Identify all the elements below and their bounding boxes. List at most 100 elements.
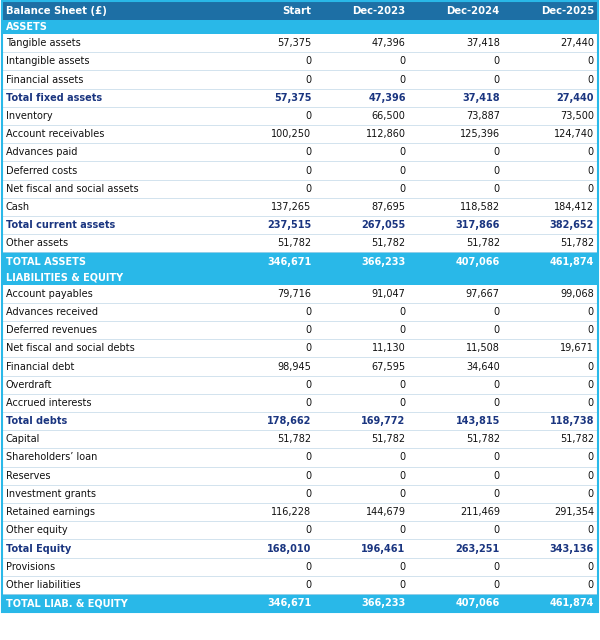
Text: Total debts: Total debts [6,416,67,426]
Text: 51,782: 51,782 [560,238,594,248]
Text: Total Equity: Total Equity [6,543,71,554]
Text: Dec-2023: Dec-2023 [353,6,406,15]
Text: 168,010: 168,010 [267,543,311,554]
Text: 19,671: 19,671 [560,343,594,353]
Text: 51,782: 51,782 [466,435,500,444]
Text: 0: 0 [588,325,594,335]
Text: 51,782: 51,782 [371,435,406,444]
Text: 0: 0 [588,56,594,67]
Text: TOTAL LIAB. & EQUITY: TOTAL LIAB. & EQUITY [6,598,128,608]
Bar [2,20,598,34]
Text: 124,740: 124,740 [554,129,594,139]
Text: 118,582: 118,582 [460,202,500,212]
Text: 0: 0 [588,489,594,499]
Text: 99,068: 99,068 [560,289,594,299]
Text: 37,418: 37,418 [462,93,500,102]
Text: 0: 0 [494,147,500,157]
Text: 73,500: 73,500 [560,111,594,121]
Text: 0: 0 [494,166,500,175]
Bar [2,1,598,20]
Text: 0: 0 [400,56,406,67]
Bar [2,303,598,321]
Text: Advances received: Advances received [6,307,98,317]
Text: 116,228: 116,228 [271,507,311,517]
Text: 382,652: 382,652 [550,220,594,230]
Text: 47,396: 47,396 [372,38,406,48]
Text: Total current assets: Total current assets [6,220,115,230]
Text: Capital: Capital [6,435,40,444]
Text: 51,782: 51,782 [371,238,406,248]
Text: 184,412: 184,412 [554,202,594,212]
Text: Retained earnings: Retained earnings [6,507,95,517]
Text: 0: 0 [494,580,500,590]
Text: Provisions: Provisions [6,562,55,572]
Text: 0: 0 [305,56,311,67]
Text: Financial assets: Financial assets [6,74,83,84]
Text: 143,815: 143,815 [455,416,500,426]
Text: 0: 0 [305,111,311,121]
Bar [2,234,598,252]
Text: 407,066: 407,066 [455,257,500,266]
Text: 461,874: 461,874 [550,598,594,608]
Text: 0: 0 [494,489,500,499]
Text: 237,515: 237,515 [267,220,311,230]
Text: ASSETS: ASSETS [6,22,48,32]
Text: 57,375: 57,375 [277,38,311,48]
Bar [2,339,598,357]
Bar [2,394,598,412]
Text: Investment grants: Investment grants [6,489,96,499]
Text: 51,782: 51,782 [277,435,311,444]
Bar [2,557,598,576]
Bar [2,161,598,180]
Bar [2,594,598,612]
Bar [2,503,598,521]
Bar [2,449,598,467]
Text: 346,671: 346,671 [267,598,311,608]
Text: Dec-2024: Dec-2024 [446,6,500,15]
Bar [2,52,598,70]
Text: 0: 0 [400,184,406,194]
Text: Account payables: Account payables [6,289,93,299]
Text: 0: 0 [494,398,500,408]
Text: 263,251: 263,251 [455,543,500,554]
Text: 37,418: 37,418 [466,38,500,48]
Text: 267,055: 267,055 [361,220,406,230]
Text: 79,716: 79,716 [277,289,311,299]
Text: 0: 0 [305,580,311,590]
Text: Financial debt: Financial debt [6,362,74,371]
Text: Account receivables: Account receivables [6,129,104,139]
Text: 291,354: 291,354 [554,507,594,517]
Text: 0: 0 [494,74,500,84]
Bar [2,430,598,449]
Text: 0: 0 [588,562,594,572]
Text: 0: 0 [305,147,311,157]
Text: 0: 0 [588,362,594,371]
Text: 47,396: 47,396 [368,93,406,102]
Bar [2,485,598,503]
Text: Deferred costs: Deferred costs [6,166,77,175]
Text: 169,772: 169,772 [361,416,406,426]
Bar [2,376,598,394]
Bar [2,216,598,234]
Bar [2,521,598,540]
Text: 0: 0 [588,380,594,390]
Text: Overdraft: Overdraft [6,380,53,390]
Text: 0: 0 [305,452,311,463]
Text: Total fixed assets: Total fixed assets [6,93,102,102]
Text: Other liabilities: Other liabilities [6,580,80,590]
Text: 317,866: 317,866 [455,220,500,230]
Text: 34,640: 34,640 [466,362,500,371]
Bar [2,180,598,198]
Text: 0: 0 [305,74,311,84]
Text: 0: 0 [400,580,406,590]
Text: 0: 0 [305,325,311,335]
Text: 0: 0 [305,525,311,535]
Text: 0: 0 [305,380,311,390]
Bar [2,540,598,557]
Text: Deferred revenues: Deferred revenues [6,325,97,335]
Text: 366,233: 366,233 [361,257,406,266]
Text: 343,136: 343,136 [550,543,594,554]
Text: Intangible assets: Intangible assets [6,56,89,67]
Text: 0: 0 [588,74,594,84]
Text: 0: 0 [400,147,406,157]
